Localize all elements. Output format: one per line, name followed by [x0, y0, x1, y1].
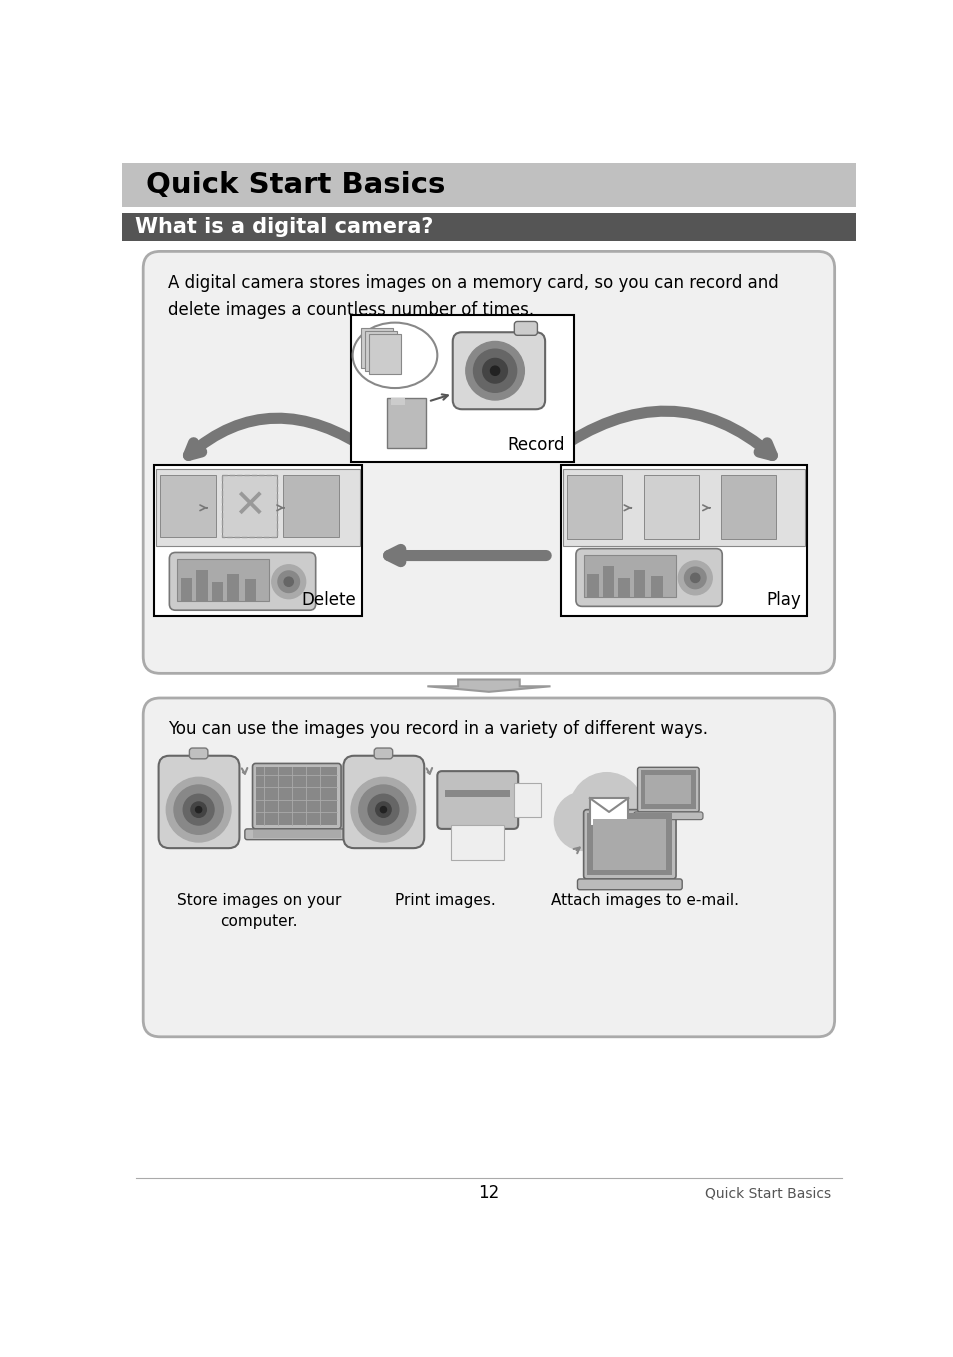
Circle shape	[277, 571, 299, 593]
Text: 12: 12	[477, 1185, 499, 1202]
Bar	[212, 582, 223, 601]
Text: Play: Play	[765, 592, 800, 609]
Bar	[589, 798, 628, 826]
Bar	[160, 475, 215, 537]
Text: Quick Start Basics: Quick Start Basics	[704, 1186, 831, 1200]
Text: What is a digital camera?: What is a digital camera?	[135, 217, 434, 236]
Bar	[122, 213, 856, 240]
Text: Attach images to e-mail.: Attach images to e-mail.	[551, 893, 739, 908]
Circle shape	[351, 778, 416, 841]
Bar	[196, 570, 208, 601]
Bar	[256, 767, 336, 825]
Bar	[587, 574, 598, 597]
Bar	[351, 315, 574, 461]
Polygon shape	[427, 680, 550, 692]
Bar	[618, 578, 629, 597]
Bar	[444, 790, 510, 797]
FancyBboxPatch shape	[365, 331, 396, 370]
Bar	[587, 813, 672, 875]
Bar	[643, 475, 699, 539]
Bar	[221, 475, 277, 537]
FancyBboxPatch shape	[387, 398, 425, 448]
FancyBboxPatch shape	[514, 322, 537, 335]
Bar	[283, 475, 338, 537]
Bar	[720, 475, 776, 539]
Bar	[156, 470, 359, 547]
FancyBboxPatch shape	[583, 810, 676, 879]
Circle shape	[577, 811, 620, 855]
Text: Record: Record	[507, 436, 564, 453]
Circle shape	[473, 349, 517, 392]
Text: You can use the images you record in a variety of different ways.: You can use the images you record in a v…	[168, 719, 707, 738]
Bar	[227, 574, 238, 601]
FancyBboxPatch shape	[158, 756, 239, 848]
Bar	[583, 555, 676, 597]
Circle shape	[191, 802, 206, 817]
Circle shape	[490, 366, 499, 376]
Text: Store images on your
computer.: Store images on your computer.	[176, 893, 340, 928]
FancyBboxPatch shape	[369, 334, 400, 373]
FancyBboxPatch shape	[361, 327, 393, 368]
Circle shape	[684, 567, 705, 589]
Circle shape	[284, 577, 293, 586]
Bar	[566, 475, 621, 539]
Circle shape	[569, 772, 643, 847]
Circle shape	[358, 784, 408, 835]
FancyBboxPatch shape	[576, 548, 721, 607]
Circle shape	[482, 358, 507, 383]
Bar	[592, 818, 665, 870]
Bar	[644, 775, 691, 805]
Circle shape	[183, 794, 213, 825]
FancyBboxPatch shape	[633, 811, 702, 820]
Circle shape	[375, 802, 391, 817]
FancyBboxPatch shape	[245, 829, 349, 840]
FancyBboxPatch shape	[170, 552, 315, 611]
FancyBboxPatch shape	[190, 748, 208, 759]
Bar	[253, 830, 341, 839]
Bar	[651, 575, 662, 597]
FancyBboxPatch shape	[637, 767, 699, 811]
Bar	[245, 579, 256, 601]
Circle shape	[465, 342, 524, 400]
Circle shape	[554, 792, 612, 851]
Bar	[562, 470, 803, 547]
Circle shape	[606, 790, 659, 844]
Bar	[221, 475, 277, 537]
Bar	[514, 783, 540, 817]
Ellipse shape	[353, 323, 436, 388]
Bar	[122, 163, 856, 208]
Text: Delete: Delete	[300, 592, 355, 609]
Bar	[177, 559, 269, 601]
FancyBboxPatch shape	[577, 879, 681, 890]
Bar	[181, 578, 193, 601]
Circle shape	[690, 573, 700, 582]
Bar	[640, 771, 696, 809]
Circle shape	[272, 565, 305, 598]
Circle shape	[678, 560, 712, 594]
FancyBboxPatch shape	[143, 697, 834, 1037]
FancyBboxPatch shape	[253, 764, 341, 829]
Circle shape	[166, 778, 231, 841]
FancyBboxPatch shape	[374, 748, 393, 759]
Text: A digital camera stores images on a memory card, so you can record and
delete im: A digital camera stores images on a memo…	[168, 274, 778, 319]
FancyBboxPatch shape	[143, 251, 834, 673]
Bar	[451, 825, 504, 860]
FancyBboxPatch shape	[453, 332, 544, 410]
FancyBboxPatch shape	[436, 771, 517, 829]
Text: ✕: ✕	[233, 487, 266, 525]
Circle shape	[368, 794, 398, 825]
Text: Print images.: Print images.	[395, 893, 495, 908]
Circle shape	[602, 811, 640, 851]
Polygon shape	[391, 398, 405, 406]
Circle shape	[173, 784, 223, 835]
Bar	[602, 566, 614, 597]
Bar	[560, 465, 806, 616]
Circle shape	[380, 806, 386, 813]
FancyBboxPatch shape	[343, 756, 424, 848]
Text: Quick Start Basics: Quick Start Basics	[146, 171, 445, 199]
Bar	[153, 465, 361, 616]
Bar	[633, 570, 644, 597]
Circle shape	[195, 806, 201, 813]
